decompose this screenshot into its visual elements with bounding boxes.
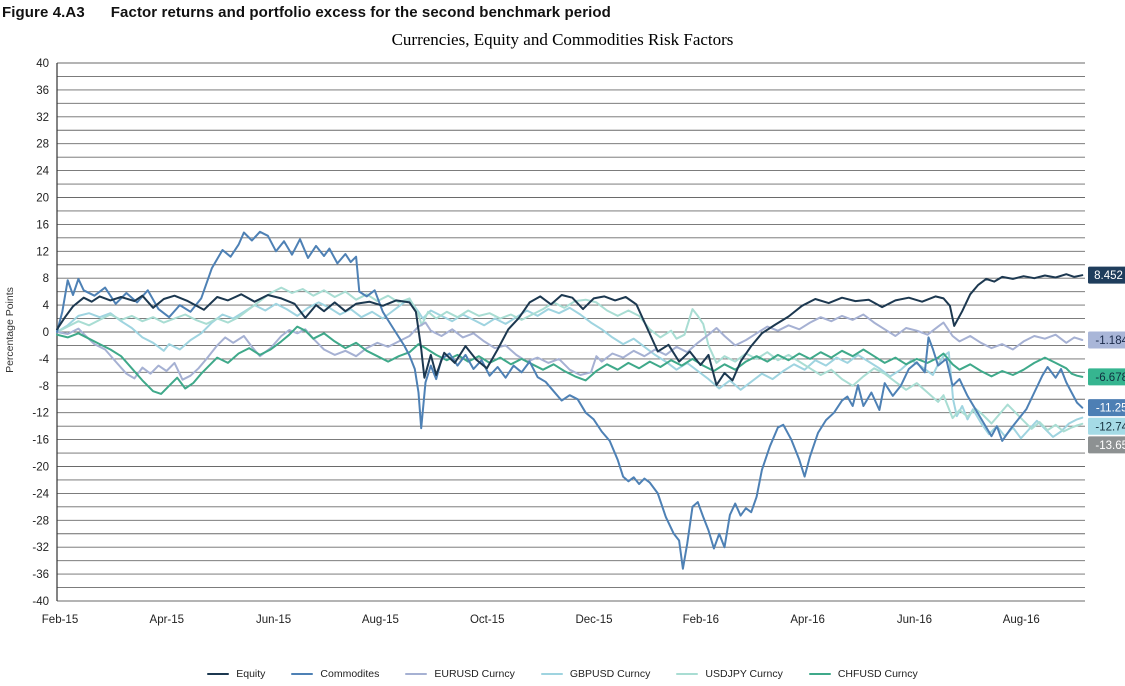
- legend-label-gbpusd: GBPUSD Curncy: [569, 668, 651, 680]
- legend-item-gbpusd: GBPUSD Curncy: [540, 668, 651, 680]
- end-label-box-usdjpy: [1088, 436, 1125, 454]
- y-tick-label: 0: [43, 327, 49, 339]
- y-tick-label: 40: [36, 58, 49, 70]
- series-line-commodities: [56, 230, 1084, 570]
- legend-swatch-gbpusd: [540, 672, 563, 676]
- end-label-box-equity: [1088, 266, 1125, 284]
- x-tick-label: Apr-16: [790, 614, 825, 626]
- y-tick-label: 28: [36, 139, 49, 151]
- legend-item-chfusd: CHFUSD Curncy: [808, 668, 918, 680]
- y-tick-label: 24: [36, 166, 49, 178]
- end-label-box-commodities: [1088, 399, 1125, 417]
- end-label-box-gbpusd: [1088, 417, 1125, 435]
- figure-header: Figure 4.A3 Factor returns and portfolio …: [2, 4, 611, 21]
- end-label-box-chfusd: [1088, 368, 1125, 386]
- y-tick-label: 20: [36, 193, 49, 205]
- x-tick-label: Aug-15: [362, 614, 399, 626]
- series-line-equity: [56, 273, 1084, 387]
- y-tick-label: -8: [39, 381, 49, 393]
- x-tick-label: Jun-16: [897, 614, 932, 626]
- y-tick-label: -4: [39, 354, 50, 366]
- x-tick-label: Dec-15: [575, 614, 612, 626]
- end-label-usdjpy: -13.653: [1095, 440, 1125, 452]
- legend-swatch-chfusd: [808, 672, 831, 676]
- legend-swatch-commodities: [291, 672, 314, 676]
- chart-subtitle: Currencies, Equity and Commodities Risk …: [391, 30, 734, 49]
- legend-item-eurusd: EURUSD Curncy: [405, 668, 515, 680]
- legend-item-commodities: Commodites: [291, 668, 379, 680]
- end-label-box-eurusd: [1088, 331, 1125, 349]
- y-tick-label: -36: [32, 569, 49, 581]
- y-tick-label: 12: [36, 246, 49, 258]
- figure-label: Figure 4.A3: [2, 4, 85, 21]
- chart-svg: -40-36-32-28-24-20-16-12-8-4048121620242…: [32, 58, 1125, 626]
- legend-swatch-eurusd: [405, 672, 428, 676]
- legend-label-eurusd: EURUSD Curncy: [434, 668, 515, 680]
- series-line-eurusd: [56, 313, 1084, 381]
- y-tick-label: -20: [32, 462, 49, 474]
- x-tick-label: Jun-15: [256, 614, 291, 626]
- y-tick-label: 8: [43, 273, 49, 285]
- legend-swatch-usdjpy: [676, 672, 699, 676]
- legend-label-equity: Equity: [236, 668, 266, 680]
- y-tick-label: 16: [36, 219, 49, 231]
- legend-label-commodities: Commodites: [320, 668, 380, 680]
- figure-title: Factor returns and portfolio excess for …: [110, 4, 611, 21]
- end-label-eurusd: -1.184: [1095, 335, 1125, 347]
- y-tick-label: -16: [32, 435, 49, 447]
- legend-label-chfusd: CHFUSD Curncy: [837, 668, 918, 680]
- legend: Equity Commodites EURUSD Curncy GBPUSD Curn…: [0, 668, 1125, 680]
- y-tick-label: 36: [36, 85, 49, 97]
- y-tick-label: -12: [32, 408, 49, 420]
- end-label-equity: 8.452: [1094, 270, 1123, 282]
- x-tick-label: Oct-15: [470, 614, 505, 626]
- legend-item-equity: Equity: [207, 668, 265, 680]
- end-label-gbpusd: -12.745: [1095, 421, 1125, 433]
- y-tick-label: 32: [36, 112, 49, 124]
- legend-item-usdjpy: USDJPY Curncy: [676, 668, 783, 680]
- series-line-usdjpy: [56, 286, 1084, 433]
- legend-label-usdjpy: USDJPY Curncy: [705, 668, 783, 680]
- y-tick-label: -40: [32, 596, 49, 608]
- series-line-chfusd: [56, 325, 1084, 395]
- y-tick-label: 4: [43, 300, 50, 312]
- x-tick-label: Apr-15: [150, 614, 185, 626]
- series-line-gbpusd: [56, 298, 1084, 440]
- y-tick-label: -24: [32, 488, 49, 500]
- x-tick-label: Aug-16: [1003, 614, 1040, 626]
- end-label-commodities: -11.253: [1096, 403, 1125, 415]
- end-label-chfusd: -6.678: [1095, 372, 1125, 384]
- x-tick-label: Feb-16: [683, 614, 719, 626]
- y-tick-label: -32: [32, 542, 49, 554]
- legend-swatch-equity: [207, 672, 230, 676]
- y-tick-label: -28: [32, 515, 49, 527]
- x-tick-label: Feb-15: [42, 614, 78, 626]
